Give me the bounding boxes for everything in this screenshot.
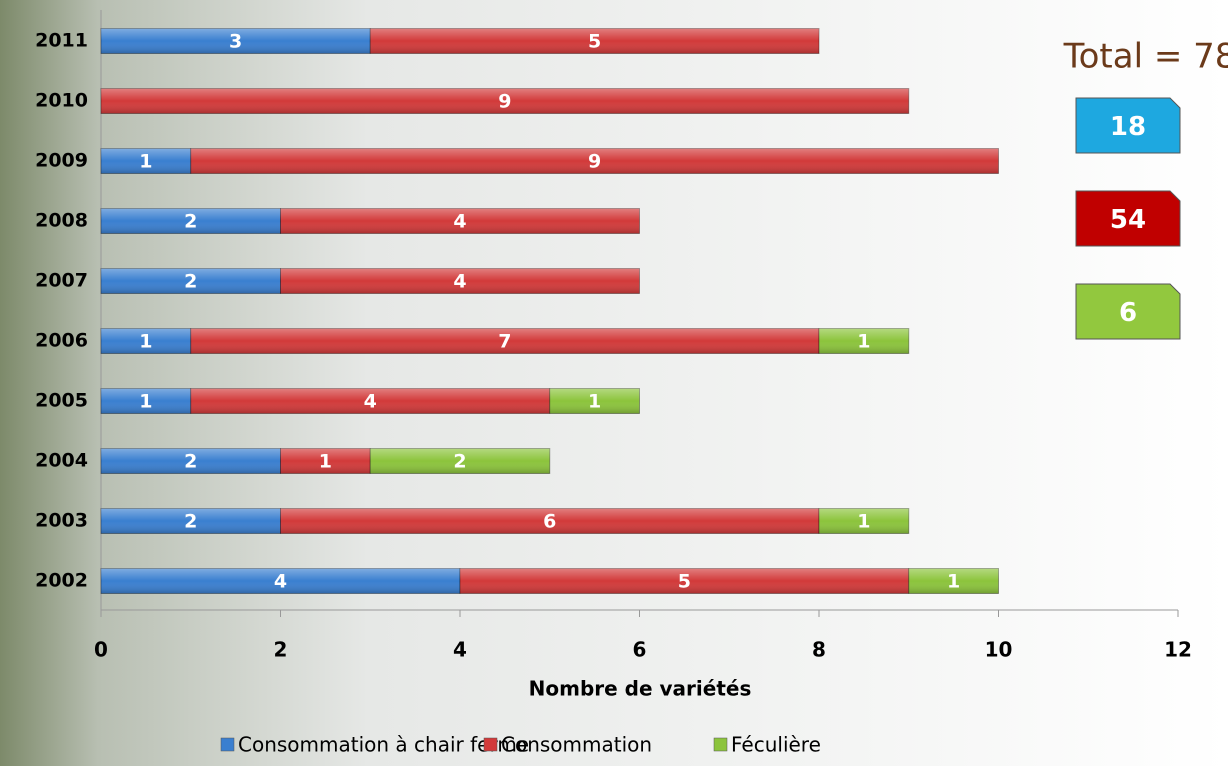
bar-shine: [101, 208, 281, 234]
x-tick-label: 8: [812, 638, 826, 662]
bar-shine: [280, 508, 819, 534]
legend-swatch: [220, 737, 235, 752]
bar-shine: [370, 28, 819, 54]
bar-shine: [101, 508, 281, 534]
y-tick-label: 2006: [35, 330, 88, 352]
x-tick-label: 6: [633, 638, 647, 662]
bar-shine: [101, 388, 191, 414]
legend-label: Féculière: [731, 733, 821, 757]
legend-swatch: [483, 737, 498, 752]
bar-shine: [549, 388, 640, 414]
bar-shine: [101, 88, 909, 114]
bar-shine: [460, 568, 909, 594]
y-tick-label: 2009: [35, 150, 88, 172]
data-label: 4: [274, 571, 287, 593]
data-label: 9: [588, 151, 601, 173]
data-label: 1: [588, 391, 601, 413]
bar-shine: [819, 508, 909, 534]
data-label: 6: [543, 511, 556, 533]
data-label: 7: [498, 331, 511, 353]
data-label: 4: [453, 211, 466, 233]
data-label: 1: [139, 151, 152, 173]
bar-shine: [370, 448, 550, 474]
data-label: 9: [498, 91, 511, 113]
data-label: 2: [453, 451, 466, 473]
legend-swatch: [713, 737, 728, 752]
total-label: 18: [1110, 112, 1146, 142]
total-box: [1075, 283, 1181, 340]
data-label: 1: [139, 391, 152, 413]
data-label: 5: [588, 31, 601, 53]
legend-label: Consommation à chair ferme: [238, 733, 529, 757]
bar-shine: [190, 148, 999, 174]
bar-shine: [101, 568, 460, 594]
data-label: 1: [947, 571, 960, 593]
annotation: Total = 78: [1063, 37, 1228, 77]
data-label: 1: [139, 331, 152, 353]
bar-shine: [280, 268, 640, 294]
data-label: 4: [453, 271, 466, 293]
data-label: 4: [364, 391, 377, 413]
bar-shine: [190, 328, 819, 354]
y-tick-label: 2010: [35, 90, 88, 112]
legend-label: Consommation: [501, 733, 652, 757]
total-box: [1075, 97, 1181, 154]
y-tick-label: 2008: [35, 210, 88, 232]
bar-shine: [101, 148, 191, 174]
y-tick-label: 2007: [35, 270, 88, 292]
data-label: 2: [184, 271, 197, 293]
y-tick-label: 2011: [35, 30, 88, 52]
x-axis-title: Nombre de variétés: [529, 677, 752, 701]
x-tick-label: 12: [1164, 638, 1192, 662]
data-label: 1: [319, 451, 332, 473]
data-label: 3: [229, 31, 242, 53]
total-label: 6: [1119, 298, 1137, 328]
bar-shine: [101, 448, 281, 474]
bar-shine: [908, 568, 999, 594]
data-label: 2: [184, 451, 197, 473]
bar-shine: [190, 388, 550, 414]
x-tick-label: 10: [985, 638, 1013, 662]
data-label: 1: [857, 331, 870, 353]
bar-shine: [280, 448, 371, 474]
bar-shine: [101, 328, 191, 354]
x-tick-label: 0: [94, 638, 108, 662]
total-box: [1075, 190, 1181, 247]
data-label: 2: [184, 211, 197, 233]
data-label: 5: [678, 571, 691, 593]
total-label: 54: [1110, 205, 1146, 235]
x-tick-label: 2: [274, 638, 288, 662]
bar-shine: [280, 208, 640, 234]
y-tick-label: 2003: [35, 510, 88, 532]
y-tick-label: 2005: [35, 390, 88, 412]
y-tick-label: 2002: [35, 570, 88, 592]
bar-shine: [101, 28, 371, 54]
data-label: 1: [857, 511, 870, 533]
x-tick-label: 4: [453, 638, 467, 662]
bar-shine: [819, 328, 909, 354]
bar-shine: [101, 268, 281, 294]
data-label: 2: [184, 511, 197, 533]
y-tick-label: 2004: [35, 450, 88, 472]
